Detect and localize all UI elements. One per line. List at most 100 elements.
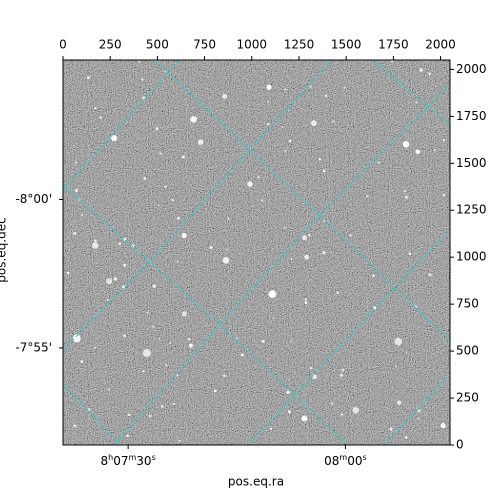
star (160, 405, 164, 408)
star (73, 231, 77, 235)
star (322, 251, 326, 255)
star (310, 120, 317, 127)
star (143, 177, 147, 180)
dec-tick-label: -8°00' (15, 192, 52, 206)
star (318, 158, 322, 161)
y-tick-label: 500 (456, 344, 479, 358)
star (261, 199, 264, 202)
star (417, 409, 421, 413)
x-tick-label: 1500 (331, 38, 362, 52)
star (182, 155, 185, 159)
star (372, 274, 375, 277)
star (73, 424, 77, 428)
x-tick-label: 250 (99, 38, 122, 52)
grid-line (372, 60, 450, 126)
star (126, 434, 129, 438)
star (75, 161, 78, 164)
star (94, 239, 97, 243)
star (332, 120, 335, 123)
star (187, 337, 191, 341)
star (107, 388, 111, 391)
star (148, 414, 152, 418)
star (226, 248, 228, 251)
star (158, 337, 161, 340)
star (227, 217, 230, 220)
star (91, 242, 99, 249)
star (113, 277, 117, 281)
star (267, 100, 270, 103)
star (222, 257, 230, 264)
star (442, 139, 446, 142)
grid-line (154, 60, 450, 341)
star (159, 152, 162, 155)
star (389, 427, 393, 431)
star (304, 254, 310, 260)
star (267, 123, 270, 126)
star (283, 226, 286, 229)
star (324, 94, 328, 98)
star (164, 185, 167, 188)
y-tick-label: 1750 (456, 109, 487, 123)
star (373, 306, 377, 310)
x-tick-label: 2000 (425, 38, 456, 52)
star (157, 204, 160, 207)
star (284, 149, 287, 152)
star (281, 126, 284, 128)
star (440, 422, 446, 429)
x-tick-label: 1750 (378, 38, 409, 52)
star (339, 373, 343, 377)
star (106, 298, 109, 301)
star (165, 364, 168, 367)
star (442, 194, 446, 197)
star (142, 349, 151, 357)
y-axis-label: pos.eq.dec (0, 217, 9, 282)
star (164, 70, 167, 73)
star (209, 246, 213, 250)
x-tick-label: 1000 (237, 38, 268, 52)
star (188, 343, 193, 348)
star (402, 141, 410, 148)
star (428, 72, 432, 76)
star (181, 311, 187, 317)
star (309, 85, 312, 88)
star (408, 252, 412, 255)
star (138, 60, 141, 63)
star (290, 340, 292, 343)
y-tick-label: 750 (456, 297, 479, 311)
star (222, 93, 228, 99)
star (403, 190, 406, 193)
star (142, 370, 145, 373)
star (127, 413, 131, 417)
y-tick-label: 1250 (456, 203, 487, 217)
star (106, 278, 113, 285)
star (176, 260, 179, 263)
y-tick-label: 2000 (456, 62, 487, 76)
y-tick-label: 1500 (456, 156, 487, 170)
y-tick-label: 1000 (456, 250, 487, 264)
star (88, 407, 91, 411)
star (123, 263, 126, 267)
star (284, 88, 287, 91)
star (266, 84, 272, 90)
star (213, 389, 217, 393)
star (169, 342, 172, 344)
star (176, 216, 180, 220)
star (269, 427, 273, 430)
dec-tick-label: -7°55' (15, 340, 52, 354)
image-noise (63, 60, 450, 445)
star (419, 68, 423, 72)
star (304, 301, 308, 305)
star (415, 101, 418, 104)
plot-frame (62, 59, 451, 446)
star (155, 127, 159, 130)
x-tick-label: 500 (146, 38, 169, 52)
star (222, 374, 226, 378)
grid-line (249, 229, 450, 445)
star (322, 169, 326, 173)
star (152, 284, 156, 288)
grid-line (114, 84, 450, 445)
star (153, 326, 155, 329)
star (72, 334, 81, 343)
star (366, 194, 369, 198)
